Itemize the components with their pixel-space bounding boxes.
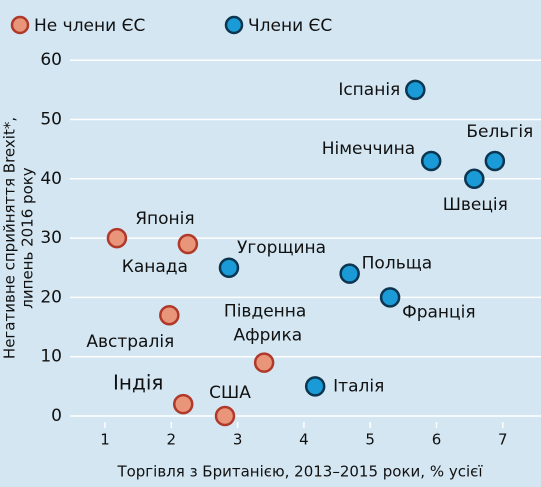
point-label: Польща [362, 254, 433, 274]
point-label: Німеччина [322, 139, 415, 159]
point [106, 227, 128, 249]
y-tick-label: 10 [40, 347, 62, 367]
point [159, 304, 180, 326]
point [405, 79, 426, 101]
legend-marker [10, 15, 30, 35]
legend-marker [224, 15, 244, 35]
point [484, 150, 506, 172]
point [177, 233, 199, 255]
point [304, 376, 326, 397]
y-tick-label: 60 [40, 50, 62, 70]
point-label: Угорщина [237, 238, 326, 258]
x-tick-label: 6 [432, 431, 442, 449]
point [214, 405, 236, 427]
x-tick-label: 3 [233, 431, 243, 449]
y-axis-label: Негативне сприйняття Brexit*, [1, 117, 19, 359]
point [253, 352, 275, 373]
x-tick-label: 5 [365, 431, 375, 449]
point-label: Японія [135, 209, 194, 229]
x-tick-label: 7 [498, 431, 508, 449]
y-axis-label: липень 2016 року [19, 167, 37, 308]
point [339, 263, 360, 284]
point-label: Австралія [86, 332, 174, 352]
point [379, 287, 401, 308]
y-tick-label: 30 [40, 228, 62, 248]
legend-label: Не члени ЄС [34, 16, 145, 36]
point-label: Швеція [443, 195, 508, 215]
point [218, 257, 240, 278]
point-label: Канада [122, 257, 188, 277]
point-label: Південна Африка [224, 302, 306, 346]
y-tick-label: 0 [51, 406, 62, 426]
y-tick-label: 40 [40, 169, 62, 189]
x-axis-label: Торгівля з Британією, 2013–2015 роки, % … [116, 463, 483, 481]
point [420, 150, 442, 172]
point-label: Іспанія [338, 80, 400, 100]
point [172, 393, 194, 415]
point-label: США [209, 383, 251, 403]
point-label: Індія [113, 371, 163, 395]
x-tick-label: 1 [100, 431, 110, 449]
point-label: Бельгія [466, 122, 533, 142]
y-tick-label: 50 [40, 110, 62, 130]
point-label: Франція [402, 302, 475, 322]
point-label: Італія [333, 376, 384, 396]
x-tick-label: 2 [167, 431, 177, 449]
y-tick-label: 20 [40, 287, 62, 307]
x-tick-label: 4 [299, 431, 309, 449]
point [464, 168, 485, 190]
legend-label: Члени ЄС [248, 16, 332, 36]
